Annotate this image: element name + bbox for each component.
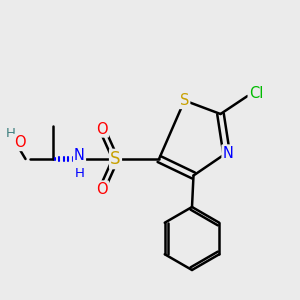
Text: O: O [96, 122, 108, 136]
Text: H: H [75, 167, 84, 180]
Text: O: O [96, 182, 108, 196]
Text: N: N [74, 148, 85, 164]
Text: S: S [110, 150, 121, 168]
Text: H: H [6, 127, 15, 140]
Text: S: S [180, 93, 189, 108]
Text: Cl: Cl [249, 86, 263, 101]
Text: N: N [223, 146, 233, 160]
Text: O: O [14, 135, 25, 150]
